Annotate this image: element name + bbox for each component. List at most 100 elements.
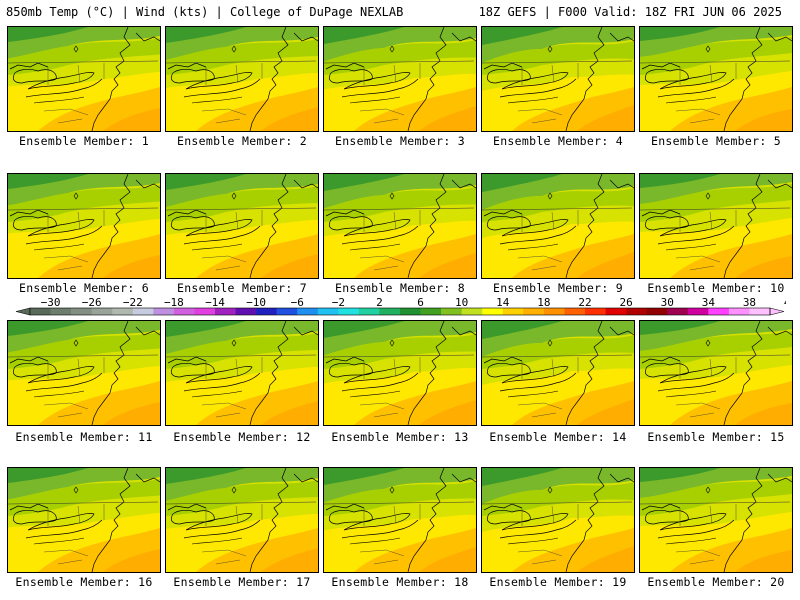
colorbar-segment	[564, 308, 586, 315]
temperature-map	[324, 468, 476, 572]
colorbar-segment	[482, 308, 504, 315]
colorbar-segment	[215, 308, 236, 315]
colorbar-arrow-right	[769, 307, 785, 316]
ensemble-member-label: Ensemble Member: 2	[176, 134, 308, 148]
temperature-map	[640, 468, 792, 572]
colorbar-segment	[400, 308, 421, 315]
ensemble-member-map	[7, 320, 161, 426]
colorbar-segment	[235, 308, 257, 315]
colorbar-segment	[358, 308, 380, 315]
colorbar-segment	[667, 308, 689, 315]
temperature-map	[166, 321, 318, 425]
colorbar-tick-label: 38	[743, 297, 756, 309]
colorbar-outline	[29, 307, 771, 316]
temperature-map	[324, 174, 476, 278]
ensemble-member-map	[323, 320, 477, 426]
ensemble-member-map	[7, 26, 161, 132]
ensemble-member-label: Ensemble Member: 17	[173, 575, 311, 589]
colorbar-segment	[317, 308, 339, 315]
ensemble-member-label: Ensemble Member: 14	[489, 430, 627, 444]
temperature-map	[640, 174, 792, 278]
colorbar-segment	[687, 308, 709, 315]
ensemble-member-map	[165, 467, 319, 573]
colorbar-segment	[626, 308, 647, 315]
colorbar-svg: −30 −26 −22 −18 −14 −10 −6 −2 2 6 10 14 18 22 26 30 34 38…	[15, 297, 786, 316]
ensemble-member-map	[165, 173, 319, 279]
colorbar-segment	[276, 308, 298, 315]
colorbar-segment	[605, 308, 627, 315]
ensemble-member-label: Ensemble Member: 16	[15, 575, 153, 589]
temperature-map	[166, 468, 318, 572]
temperature-map	[324, 321, 476, 425]
colorbar-segment	[646, 308, 668, 315]
colorbar-tick-label: 18	[537, 297, 550, 309]
colorbar-tick-label: −30	[41, 297, 61, 309]
temperature-map	[8, 468, 160, 572]
ensemble-member-map	[323, 26, 477, 132]
colorbar-tick-label: 30	[661, 297, 674, 309]
colorbar-segment	[30, 308, 51, 315]
colorbar-tick-label: 10	[455, 297, 468, 309]
ensemble-member-label: Ensemble Member: 18	[331, 575, 469, 589]
temperature-map	[8, 321, 160, 425]
ensemble-member-label: Ensemble Member: 8	[334, 281, 466, 295]
ensemble-member-map	[639, 173, 793, 279]
colorbar-segment	[728, 308, 750, 315]
colorbar-segment	[585, 308, 606, 315]
colorbar-segment	[112, 308, 134, 315]
ensemble-member-label: Ensemble Member: 4	[492, 134, 624, 148]
ensemble-member-map	[639, 26, 793, 132]
colorbar-tick-label: 2	[376, 297, 383, 309]
ensemble-member-map	[481, 467, 635, 573]
colorbar-segment	[91, 308, 113, 315]
colorbar-tick-label: 22	[578, 297, 591, 309]
colorbar-tick-label: 14	[496, 297, 510, 309]
colorbar-segment	[297, 308, 319, 315]
temperature-map	[482, 27, 634, 131]
colorbar-tick-label: −26	[82, 297, 102, 309]
temperature-map	[166, 27, 318, 131]
colorbar-segment	[50, 308, 72, 315]
ensemble-member-map	[323, 467, 477, 573]
colorbar-tick-label: −14	[205, 297, 225, 309]
colorbar-segment	[523, 308, 545, 315]
ensemble-member-label: Ensemble Member: 10	[647, 281, 785, 295]
colorbar-tick-label: 34	[702, 297, 716, 309]
colorbar-segment	[502, 308, 524, 315]
ensemble-member-map	[639, 320, 793, 426]
colorbar-segment	[543, 308, 565, 315]
colorbar-segment	[461, 308, 483, 315]
colorbar-segment	[420, 308, 442, 315]
colorbar-segment	[749, 308, 771, 315]
colorbar-tick-label: 42	[784, 297, 786, 309]
temperature-map	[640, 27, 792, 131]
temperature-map	[482, 174, 634, 278]
temperature-map	[8, 174, 160, 278]
colorbar-tick-label: −10	[246, 297, 266, 309]
ensemble-member-label: Ensemble Member: 7	[176, 281, 308, 295]
ensemble-member-map	[639, 467, 793, 573]
ensemble-member-map	[165, 26, 319, 132]
temperature-map	[640, 321, 792, 425]
colorbar-tick-label: −18	[164, 297, 184, 309]
colorbar-segment	[708, 308, 730, 315]
colorbar-segment	[256, 308, 277, 315]
colorbar-segment	[132, 308, 154, 315]
ensemble-member-label: Ensemble Member: 20	[647, 575, 785, 589]
temperature-map	[482, 468, 634, 572]
temperature-colorbar: −30 −26 −22 −18 −14 −10 −6 −2 2 6 10 14 18 22 26 30 34 38…	[14, 297, 786, 319]
ensemble-member-label: Ensemble Member: 5	[650, 134, 782, 148]
colorbar-segment	[338, 308, 360, 315]
ensemble-member-label: Ensemble Member: 11	[15, 430, 153, 444]
temperature-map	[482, 321, 634, 425]
colorbar-tick-label: −6	[291, 297, 304, 309]
ensemble-member-label: Ensemble Member: 6	[18, 281, 150, 295]
ensemble-member-label: Ensemble Member: 13	[331, 430, 469, 444]
colorbar-segment	[379, 308, 401, 315]
colorbar-segment	[153, 308, 175, 315]
ensemble-member-map	[481, 173, 635, 279]
ensemble-member-label: Ensemble Member: 3	[334, 134, 466, 148]
colorbar-segment	[194, 308, 216, 315]
temperature-map	[8, 27, 160, 131]
colorbar-segment	[173, 308, 195, 315]
